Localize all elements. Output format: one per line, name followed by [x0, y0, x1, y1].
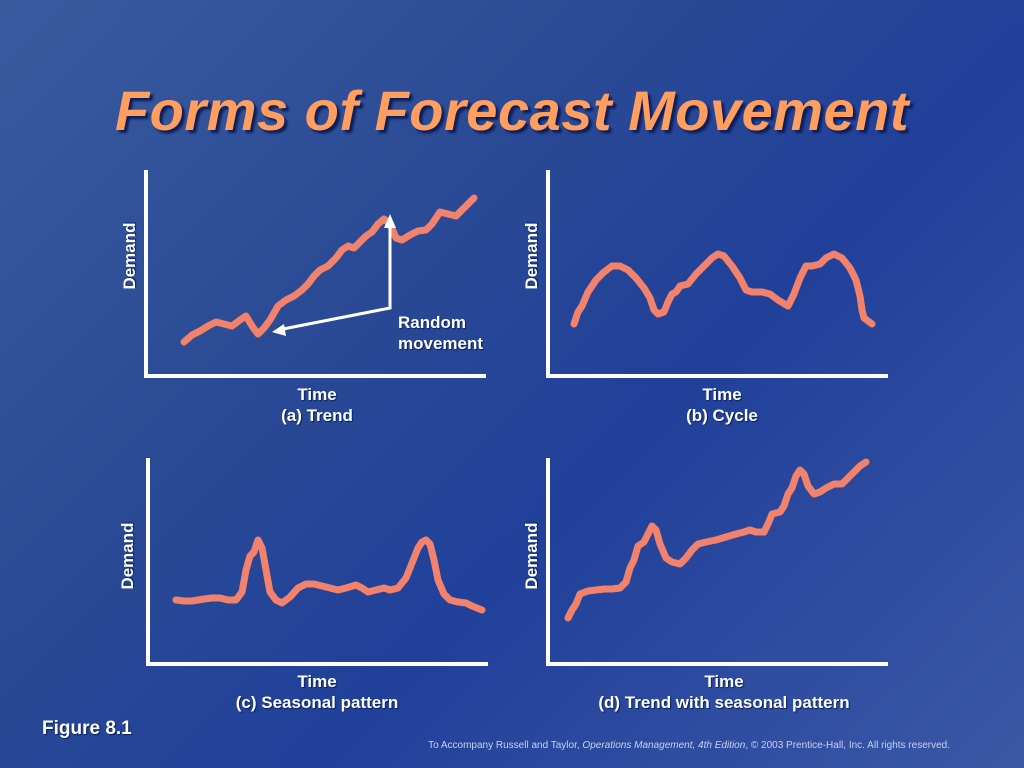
panel-caption: (a) Trend	[281, 406, 353, 425]
cycle-curve	[570, 250, 876, 328]
footer-credit: To Accompany Russell and Taylor, Operati…	[428, 740, 950, 751]
y-axis-label: Demand	[522, 222, 541, 290]
trend-curve	[180, 194, 478, 346]
y-axis-label: Demand	[120, 222, 139, 290]
random-movement-arrow-line	[277, 222, 392, 332]
figure-label: Figure 8.1	[42, 718, 132, 739]
y-axis-label: Demand	[118, 522, 137, 590]
time-label: Time	[702, 385, 742, 404]
axes	[146, 458, 488, 666]
seasonal-curve	[172, 536, 486, 614]
x-axis-label: Time (c) Seasonal pattern	[217, 671, 417, 713]
footer-book-title: Operations Management, 4th Edition	[582, 740, 746, 751]
time-label: Time	[704, 672, 744, 691]
axes	[144, 170, 486, 378]
axes	[546, 170, 888, 378]
panel-caption: (c) Seasonal pattern	[235, 693, 399, 712]
panel-trend: Demand Random movement Time (a) Trend	[100, 160, 500, 440]
trend-seasonal-curve	[564, 458, 870, 622]
x-axis-label: Time (a) Trend	[217, 384, 417, 426]
annotation-line-2: movement	[398, 334, 484, 353]
cycle-graph	[546, 170, 888, 378]
slide-title: Forms of Forecast Movement	[114, 79, 910, 142]
y-axis-label: Demand	[522, 522, 541, 590]
axes	[546, 458, 888, 666]
footer-suffix: , © 2003 Prentice-Hall, Inc. All rights …	[745, 740, 950, 751]
time-label: Time	[297, 385, 337, 404]
time-label: Time	[297, 672, 337, 691]
panel-caption: (b) Cycle	[686, 406, 758, 425]
panel-trend-seasonal: Demand Time (d) Trend with seasonal patt…	[500, 448, 900, 728]
annotation-line-1: Random	[398, 313, 466, 332]
seasonal-graph	[146, 458, 488, 666]
trend-graph	[144, 170, 486, 378]
x-axis-label: Time (b) Cycle	[622, 384, 822, 426]
x-axis-label: Time (d) Trend with seasonal pattern	[574, 671, 874, 713]
trend-seasonal-graph	[546, 458, 888, 666]
panel-cycle: Demand Time (b) Cycle	[500, 160, 900, 440]
panel-caption: (d) Trend with seasonal pattern	[598, 693, 850, 712]
arrowhead-up-icon	[384, 214, 396, 228]
panel-seasonal: Demand Time (c) Seasonal pattern	[100, 448, 500, 728]
footer-prefix: To Accompany Russell and Taylor,	[428, 740, 583, 751]
arrowhead-left-icon	[272, 324, 286, 336]
random-movement-label: Random movement	[398, 312, 483, 354]
